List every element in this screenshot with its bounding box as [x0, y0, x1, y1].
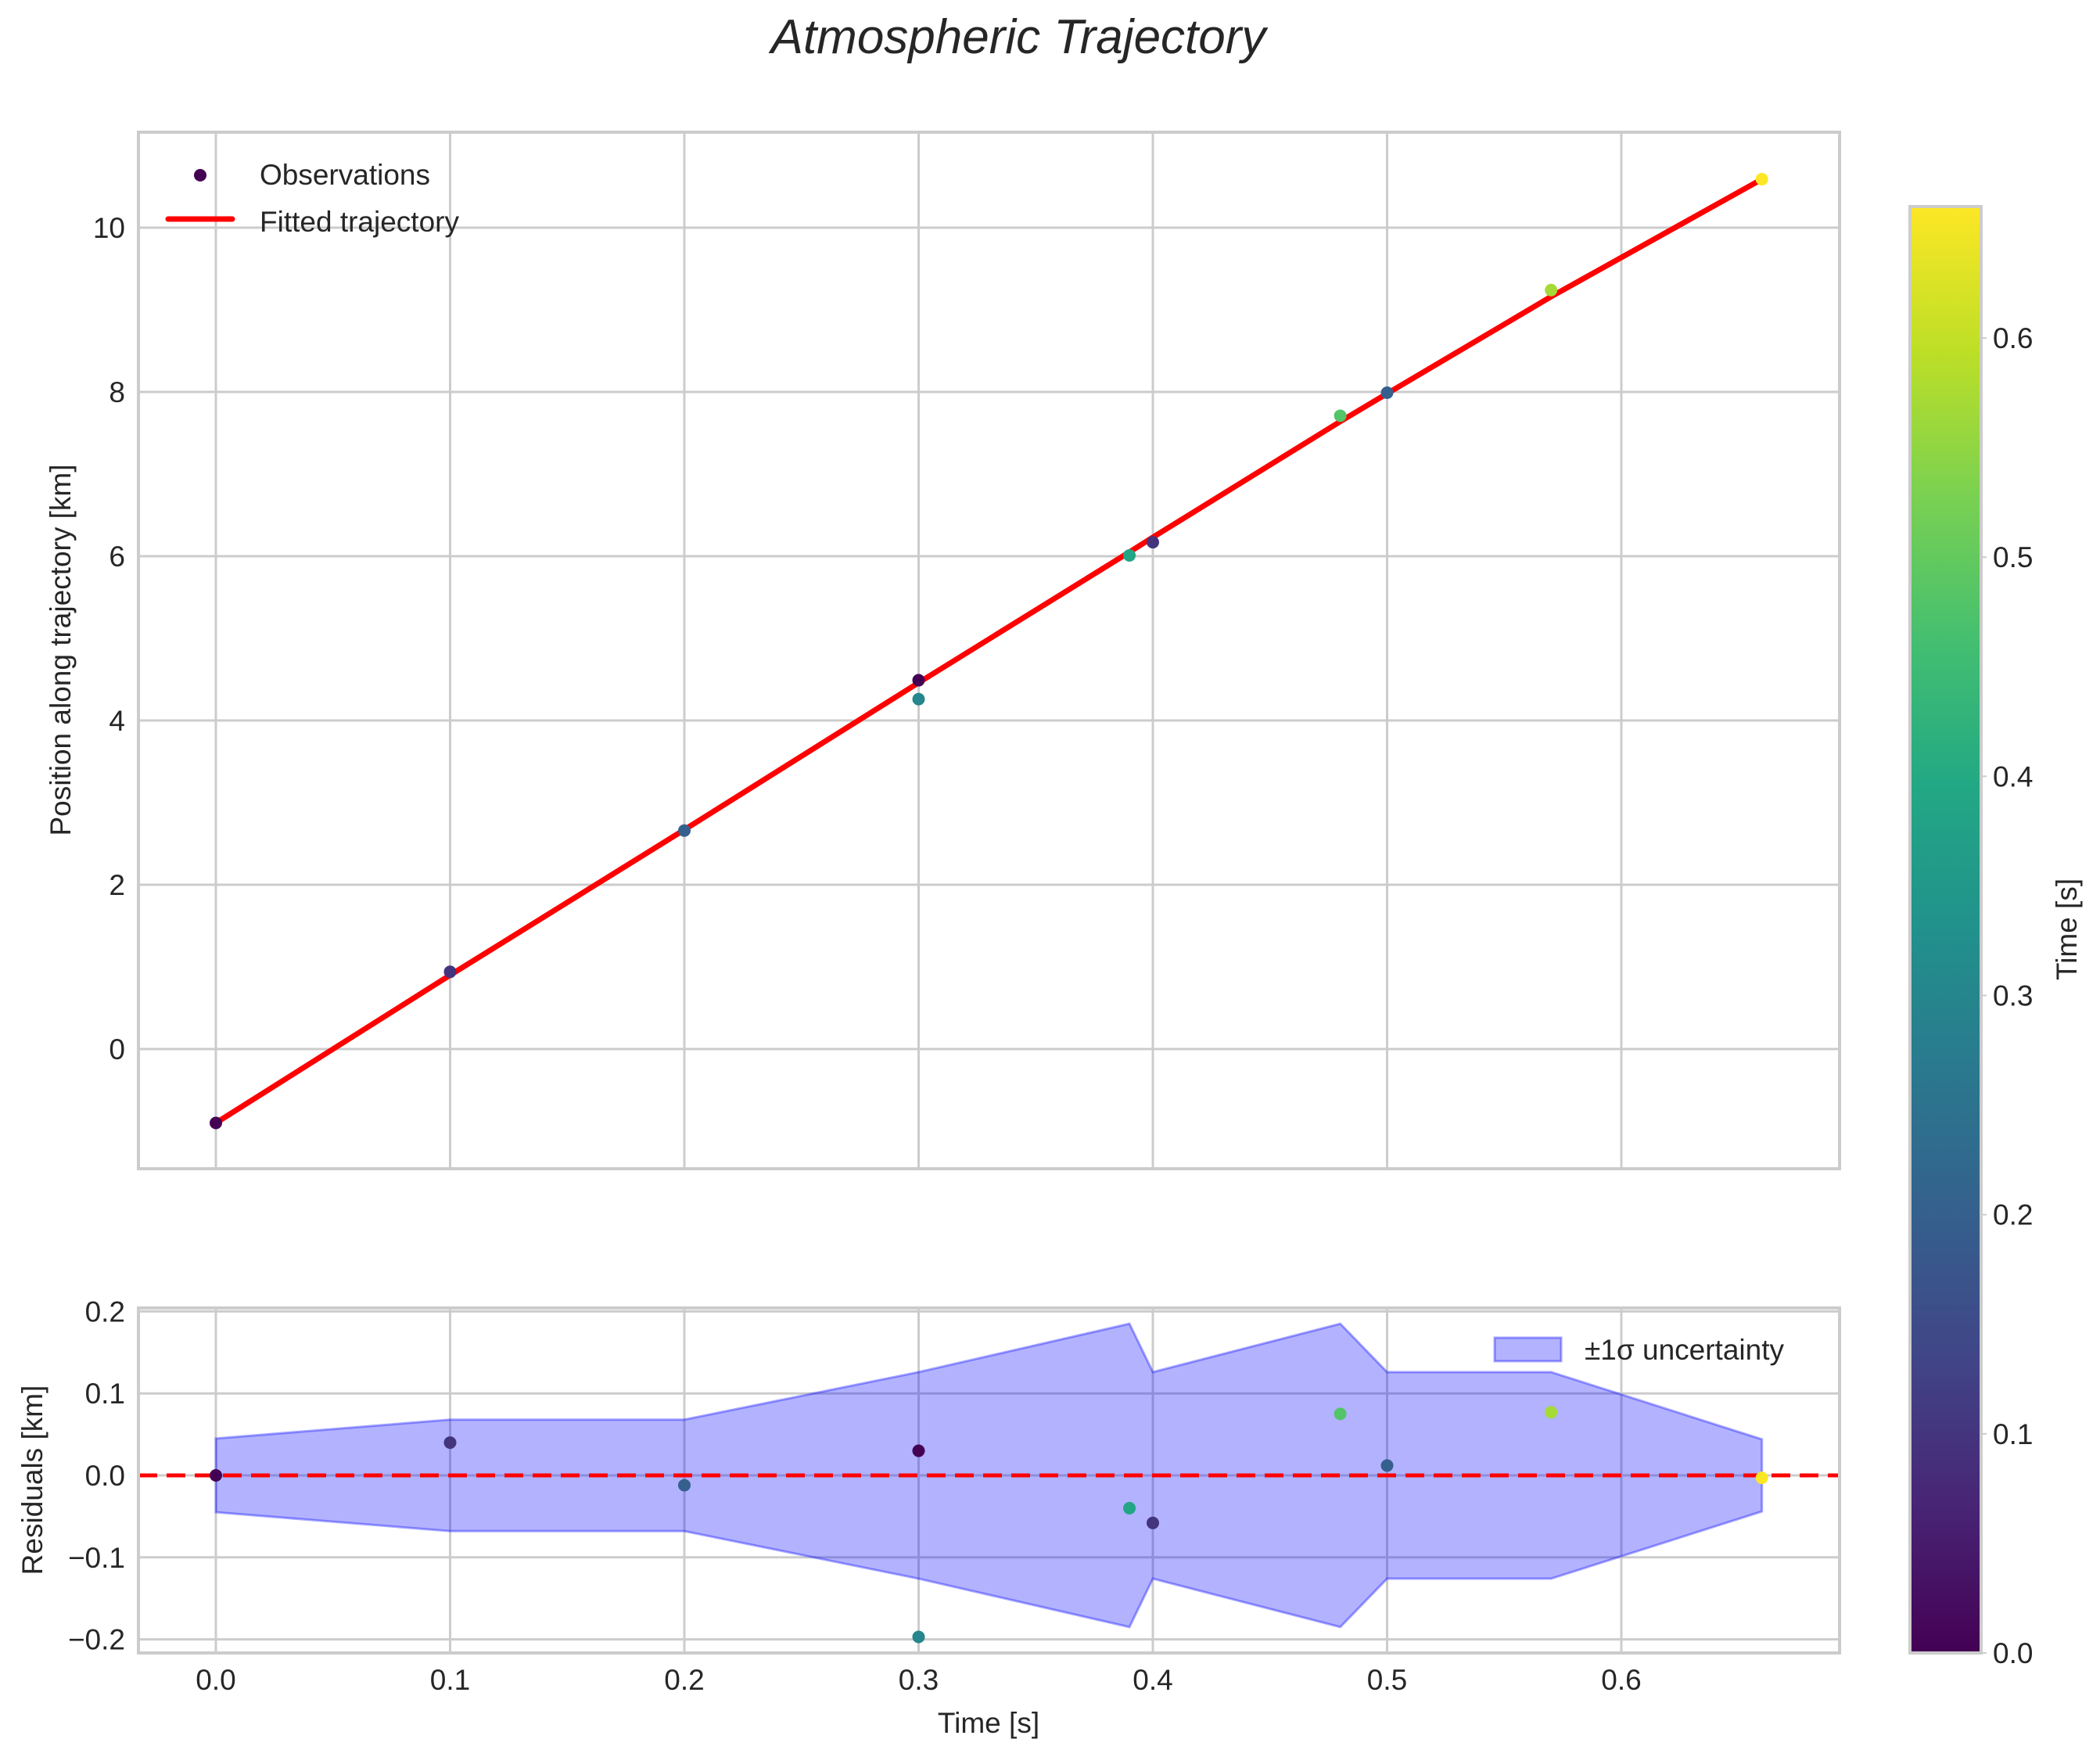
colorbar-gradient [1908, 205, 1983, 1655]
observation-point [912, 692, 925, 706]
residual-points [210, 1406, 1768, 1644]
legend-observations-marker-icon [194, 169, 206, 181]
observation-point [210, 1116, 222, 1130]
residual-legend: ±1σ uncertainty [1493, 1334, 1784, 1366]
colorbar-tick-label: 0.0 [1993, 1637, 2033, 1669]
x-tick-labels: 0.0 0.1 0.2 0.3 0.4 0.5 0.6 [196, 1664, 1641, 1696]
residual-y-axis-label: Residuals [km] [16, 1385, 48, 1576]
observation-point [443, 965, 457, 979]
residual-point [912, 1444, 925, 1457]
x-tick-label: 0.5 [1367, 1664, 1407, 1696]
y-tick-label: −0.2 [68, 1624, 125, 1656]
colorbar-tick-label: 0.6 [1993, 322, 2033, 354]
residual-point [210, 1469, 222, 1482]
residual-point [1334, 1407, 1347, 1421]
colorbar-tick-labels: 0.0 0.1 0.2 0.3 0.4 0.5 0.6 [1981, 322, 2033, 1669]
main-legend: Observations Fitted trajectory [165, 159, 459, 238]
colorbar-label: Time [s] [2051, 878, 2083, 980]
main-gridlines [138, 132, 1840, 1169]
observation-point [1123, 548, 1136, 562]
main-y-tick-labels: 0 2 4 6 8 10 [93, 212, 125, 1065]
residual-y-tick-labels: 0.2 0.1 0.0 −0.1 −0.2 [68, 1295, 125, 1655]
observation-point [678, 824, 691, 837]
fitted-trajectory-line [213, 176, 1765, 1126]
residual-point [1545, 1406, 1558, 1419]
residual-axes-frame [137, 1306, 1841, 1655]
x-tick-label: 0.0 [196, 1664, 235, 1696]
main-y-axis-label: Position along trajectory [km] [45, 464, 77, 835]
main-panel: 0 2 4 6 8 10 Position along trajectory [km] O… [45, 131, 1841, 1170]
colorbar-tick-label: 0.4 [1993, 760, 2033, 792]
y-tick-label: 0.0 [85, 1460, 125, 1492]
colorbar: 0.0 0.1 0.2 0.3 0.4 0.5 0.6 Time [s] [1908, 205, 2083, 1669]
y-tick-label: 6 [109, 541, 125, 573]
legend-observations-label: Observations [260, 159, 430, 191]
x-tick-label: 0.6 [1601, 1664, 1641, 1696]
observation-points [210, 173, 1768, 1130]
observation-point [1755, 173, 1768, 186]
x-tick-label: 0.4 [1133, 1664, 1172, 1696]
observation-point [1334, 409, 1347, 422]
x-tick-label: 0.2 [664, 1664, 704, 1696]
residual-point [1380, 1459, 1394, 1472]
residuals-panel: 0.20.10.0−0.1−0.2 Residuals [km] 0.0 0.1 0… [16, 1295, 1841, 1739]
residual-point [1755, 1471, 1768, 1485]
colorbar-tick-label: 0.1 [1993, 1418, 2033, 1450]
legend-band-label: ±1σ uncertainty [1585, 1334, 1784, 1366]
residual-point [443, 1436, 457, 1450]
y-tick-label: −0.1 [68, 1542, 125, 1574]
y-tick-label: 2 [109, 869, 125, 901]
observation-point [1380, 386, 1394, 400]
y-tick-label: 10 [93, 212, 125, 244]
x-axis-label: Time [s] [938, 1707, 1039, 1739]
chart-title: Atmospheric Trajectory [768, 10, 1269, 64]
y-tick-label: 0.1 [85, 1378, 125, 1410]
colorbar-tick-label: 0.5 [1993, 541, 2033, 573]
residual-point [912, 1630, 925, 1644]
y-tick-label: 0 [109, 1033, 125, 1065]
residual-point [1123, 1501, 1136, 1514]
x-tick-label: 0.3 [899, 1664, 939, 1696]
x-tick-label: 0.1 [430, 1664, 470, 1696]
main-axes-frame [137, 131, 1841, 1170]
colorbar-tick-label: 0.2 [1993, 1199, 2033, 1231]
observation-point [1545, 283, 1558, 296]
y-tick-label: 4 [109, 705, 125, 737]
legend-band-swatch-icon [1493, 1336, 1563, 1363]
observation-point [912, 674, 925, 687]
legend-fit-label: Fitted trajectory [260, 206, 459, 238]
observation-point [1147, 536, 1159, 549]
y-tick-label: 0.2 [85, 1295, 125, 1328]
y-tick-label: 8 [109, 376, 125, 408]
colorbar-tick-label: 0.3 [1993, 980, 2033, 1012]
residual-point [678, 1479, 691, 1492]
residual-point [1147, 1516, 1159, 1529]
